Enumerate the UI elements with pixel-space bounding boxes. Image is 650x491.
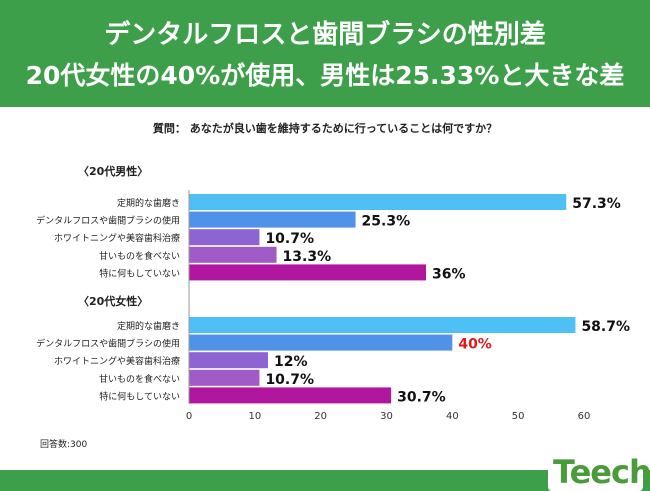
bar	[189, 211, 356, 228]
category-label: 甘いものを食べない	[99, 250, 180, 262]
footer-banner	[0, 470, 650, 491]
bar	[189, 369, 260, 386]
x-tick-label: 10	[248, 411, 261, 422]
bar	[189, 229, 260, 246]
bar	[189, 352, 268, 369]
title-line-2: 20代女性の40%が使用、男性は25.33%と大きな差	[25, 61, 625, 90]
category-label: 定期的な歯磨き	[117, 320, 180, 332]
category-label: ホワイトニングや美容歯科治療	[54, 355, 180, 367]
category-label: デンタルフロスや歯間ブラシの使用	[36, 215, 180, 227]
category-label: デンタルフロスや歯間ブラシの使用	[36, 338, 180, 350]
data-label: 58.7%	[581, 319, 630, 335]
survey-question: 質問： あなたが良い歯を維持するために行っていることは何ですか？	[152, 122, 498, 135]
data-label: 12%	[274, 354, 308, 370]
title-line-1: デンタルフロスと歯間ブラシの性別差	[104, 20, 546, 50]
data-label: 13.3%	[283, 249, 332, 265]
category-label: 定期的な歯磨き	[117, 197, 180, 209]
x-tick-label: 40	[446, 411, 459, 422]
bar	[189, 264, 426, 281]
category-label: 甘いものを食べない	[99, 373, 180, 385]
bar	[189, 317, 576, 333]
data-label: 36%	[432, 266, 466, 282]
group-title: 〈20代男性〉	[78, 164, 148, 178]
bar-chart: 〈20代男性〉定期的な歯磨き 57.3% デンタルフロスや歯間ブラシの使用 25.3%…	[36, 164, 630, 422]
category-label: 特に何もしていない	[99, 390, 180, 402]
bar	[189, 246, 277, 263]
data-label: 10.7%	[265, 231, 314, 247]
respondent-count: 回答数:300	[40, 440, 88, 450]
bar	[189, 194, 567, 210]
x-tick-label: 60	[578, 411, 591, 422]
data-label: 40%	[458, 337, 492, 353]
teech-logo: Teech	[548, 453, 650, 491]
teech-logo-text: Teech	[553, 453, 650, 491]
x-tick-label: 30	[380, 411, 393, 422]
x-tick-label: 0	[186, 411, 192, 422]
x-tick-label: 50	[512, 411, 525, 422]
x-tick-label: 20	[314, 411, 327, 422]
category-label: 特に何もしていない	[99, 267, 180, 279]
group-title: 〈20代女性〉	[78, 294, 148, 308]
title-banner: デンタルフロスと歯間ブラシの性別差 20代女性の40%が使用、男性は25.33%…	[0, 0, 650, 107]
bar	[189, 387, 392, 404]
data-label: 57.3%	[572, 196, 621, 212]
data-label: 10.7%	[265, 372, 314, 388]
data-label: 30.7%	[397, 389, 446, 405]
bar	[189, 334, 453, 351]
category-label: ホワイトニングや美容歯科治療	[54, 232, 180, 244]
data-label: 25.3%	[362, 214, 411, 230]
